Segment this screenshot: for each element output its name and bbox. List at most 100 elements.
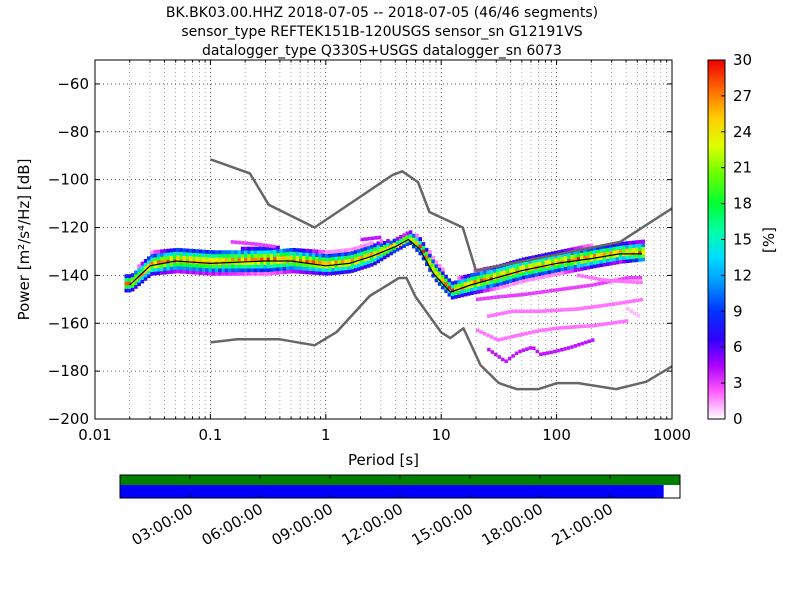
psd-cell: [534, 276, 539, 281]
psd-cell: [172, 251, 177, 256]
psd-cell: [618, 256, 623, 261]
psd-cell: [463, 281, 468, 286]
psd-outlier-cell: [542, 351, 546, 356]
psd-cell: [160, 270, 164, 275]
psd-cell: [185, 248, 190, 253]
psd-outlier-cell: [510, 334, 515, 339]
psd-cell: [353, 253, 358, 258]
psd-outlier-cell: [618, 279, 622, 283]
time-tick-label: 18:00:00: [479, 500, 546, 549]
psd-cell: [399, 235, 403, 239]
psd-cell: [428, 257, 432, 262]
psd-cell: [609, 261, 613, 266]
psd-cell: [360, 247, 364, 252]
psd-cell: [276, 252, 280, 257]
nhnm-curve: [209, 158, 672, 272]
psd-cell: [560, 249, 565, 254]
psd-cell: [363, 250, 368, 255]
psd-cell: [638, 239, 642, 244]
psd-cell: [260, 246, 264, 251]
psd-cell: [218, 257, 222, 262]
psd-cell: [415, 240, 419, 245]
psd-cell: [528, 263, 532, 268]
psd-outlier-cell: [475, 328, 480, 333]
psd-outlier-cell: [635, 298, 640, 303]
psd-cell: [473, 272, 477, 277]
psd-cell: [321, 271, 326, 276]
psd-outlier-cell: [626, 307, 630, 311]
colorbar-tick-label: 27: [733, 87, 752, 105]
psd-cell: [521, 261, 526, 265]
psd-cell: [302, 263, 306, 267]
psd-cell: [153, 267, 158, 272]
psd-outlier-cell: [497, 355, 501, 359]
psd-cell: [276, 270, 280, 275]
psd-cell: [318, 271, 322, 276]
psd-cell: [479, 282, 484, 286]
psd-cell: [185, 262, 190, 267]
psd-cell: [521, 275, 526, 280]
psd-outlier-cell: [610, 321, 615, 325]
psd-cell: [554, 265, 558, 270]
psd-cell: [434, 271, 439, 276]
psd-cell: [124, 284, 128, 289]
psd-cell: [628, 258, 633, 263]
psd-cell: [612, 246, 616, 251]
psd-cell: [214, 271, 219, 276]
psd-cell: [195, 267, 200, 272]
psd-outlier-cell: [621, 279, 626, 284]
psd-cell: [363, 264, 368, 269]
psd-outlier-cell: [525, 347, 529, 351]
psd-cell: [573, 268, 578, 273]
psd-cell: [156, 260, 161, 265]
psd-cell: [515, 273, 519, 278]
psd-cell: [334, 256, 339, 261]
psd-cell: [412, 240, 416, 245]
psd-cell: [454, 280, 458, 285]
psd-cell: [538, 254, 542, 258]
psd-cell: [370, 252, 374, 256]
psd-cell: [127, 277, 132, 282]
psd-cell: [289, 265, 293, 270]
psd-cell: [295, 269, 300, 274]
psd-outlier-cell: [370, 236, 375, 241]
psd-cell: [502, 277, 507, 282]
psd-cell: [576, 246, 581, 250]
psd-cell: [476, 275, 481, 280]
psd-cell: [373, 254, 377, 259]
psd-outlier-cell: [570, 307, 574, 312]
psd-cell: [266, 250, 271, 255]
psd-outlier-cell: [475, 297, 480, 302]
colorbar-tick-label: 0: [733, 410, 743, 428]
psd-outlier-cell: [621, 276, 625, 281]
psd-outlier-cell: [590, 283, 594, 287]
psd-cell: [140, 261, 145, 266]
psd-cell: [347, 269, 351, 274]
psd-cell: [618, 249, 623, 254]
psd-outlier-cell: [549, 308, 553, 313]
psd-cell: [163, 266, 167, 271]
psd-cell: [489, 283, 494, 288]
psd-cell: [412, 233, 416, 238]
psd-cell: [273, 263, 277, 268]
psd-cell: [366, 253, 371, 257]
psd-cell: [563, 252, 568, 257]
psd-cell: [586, 247, 591, 252]
psd-cell: [638, 257, 642, 262]
psd-cell: [580, 266, 584, 271]
psd-cell: [447, 278, 452, 283]
psd-cell: [502, 270, 507, 274]
psd-cell: [628, 255, 633, 260]
psd-cell: [605, 244, 610, 249]
psd-cell: [198, 263, 203, 268]
colorbar-tick-label: 9: [733, 302, 743, 320]
psd-cell: [489, 287, 494, 292]
psd-cell: [253, 246, 258, 251]
psd-cell: [279, 266, 284, 271]
psd-cell: [240, 257, 245, 262]
psd-cell: [528, 270, 532, 275]
psd-cell: [234, 253, 238, 258]
psd-cell: [211, 271, 216, 276]
psd-cell: [405, 242, 410, 247]
psd-cell: [376, 248, 381, 253]
